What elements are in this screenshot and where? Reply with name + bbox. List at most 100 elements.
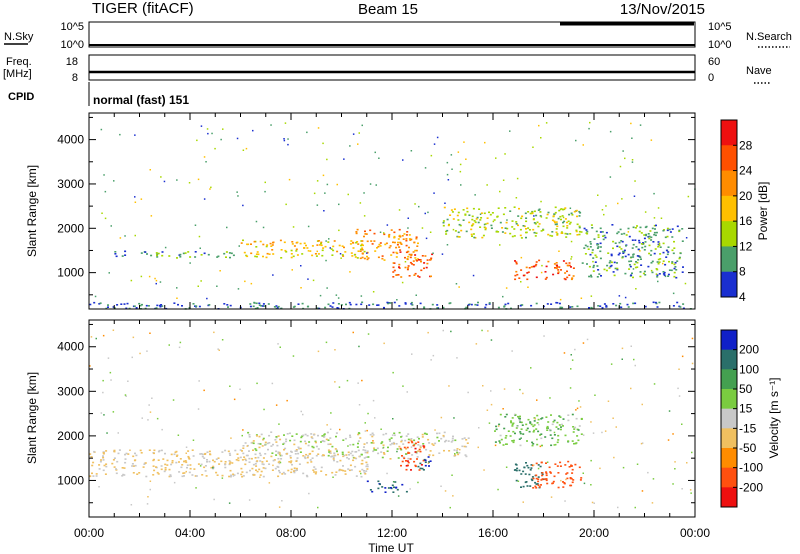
range-gate-cell <box>241 450 243 452</box>
range-gate-cell <box>260 470 263 473</box>
freq-tick-bottom: 8 <box>72 72 78 84</box>
freq-label-2: [MHz] <box>3 68 32 80</box>
range-gate-cell <box>451 211 454 213</box>
range-gate-cell <box>576 234 579 236</box>
range-gate-cell <box>673 267 676 270</box>
noise-tick-bottom: 10^0 <box>60 39 84 51</box>
range-gate-cell <box>515 197 518 199</box>
range-gate-cell <box>286 433 289 435</box>
range-gate-cell <box>571 214 574 216</box>
range-gate-cell <box>520 428 523 430</box>
range-gate-cell <box>405 238 408 240</box>
range-gate-cell <box>229 385 231 387</box>
range-gate-cell <box>121 475 124 477</box>
range-gate-cell <box>343 158 345 160</box>
range-gate-cell <box>341 451 344 454</box>
range-gate-cell <box>169 475 172 478</box>
range-gate-cell <box>647 471 649 474</box>
range-gate-cell <box>113 180 115 182</box>
range-gate-cell <box>366 451 369 454</box>
range-gate-cell <box>567 419 570 422</box>
range-gate-cell <box>528 267 531 269</box>
range-gate-cell <box>205 475 208 477</box>
range-gate-cell <box>445 439 448 442</box>
range-gate-cell <box>380 442 383 445</box>
range-gate-cell <box>632 243 635 246</box>
range-gate-cell <box>100 412 103 414</box>
range-gate-cell <box>352 331 354 334</box>
range-gate-cell <box>449 214 452 216</box>
range-gate-cell <box>564 272 567 274</box>
range-gate-cell <box>176 179 178 181</box>
range-gate-cell <box>194 475 197 477</box>
range-gate-cell <box>544 278 547 280</box>
range-gate-cell <box>370 240 373 242</box>
range-gate-cell <box>529 469 532 471</box>
range-gate-cell <box>654 301 657 304</box>
range-gate-cell <box>568 213 571 216</box>
range-gate-cell <box>636 266 639 268</box>
range-gate-cell <box>658 261 661 263</box>
range-gate-cell <box>679 306 682 308</box>
range-gate-cell <box>156 471 159 474</box>
range-gate-cell <box>117 452 120 455</box>
y-tick-label: 1000 <box>57 473 84 487</box>
range-gate-cell <box>658 301 661 304</box>
range-gate-cell <box>261 305 264 307</box>
range-gate-cell <box>262 467 265 469</box>
range-gate-cell <box>356 241 359 243</box>
range-gate-cell <box>605 269 608 272</box>
range-gate-cell <box>594 261 597 263</box>
range-gate-cell <box>601 307 604 309</box>
range-gate-cell <box>283 241 286 244</box>
range-gate-cell <box>206 451 209 453</box>
range-gate-cell <box>669 231 672 233</box>
range-gate-cell <box>556 225 559 228</box>
range-gate-cell <box>363 443 366 445</box>
range-gate-cell <box>519 415 521 418</box>
range-gate-cell <box>448 450 451 452</box>
range-gate-cell <box>91 472 93 475</box>
range-gate-cell <box>209 188 211 190</box>
colorbar-segment <box>721 389 737 410</box>
range-gate-cell <box>252 463 255 466</box>
range-gate-cell <box>666 235 669 238</box>
range-gate-cell <box>603 303 606 305</box>
range-gate-cell <box>191 474 194 476</box>
range-gate-cell <box>549 234 552 237</box>
range-gate-cell <box>567 460 570 463</box>
range-gate-cell <box>556 441 559 444</box>
range-gate-cell <box>522 392 524 395</box>
range-gate-cell <box>94 295 97 298</box>
range-gate-cell <box>277 461 280 464</box>
range-gate-cell <box>315 471 318 473</box>
range-gate-cell <box>411 263 414 265</box>
range-gate-cell <box>527 227 530 229</box>
x-tick-label: 20:00 <box>579 526 609 540</box>
range-gate-cell <box>472 233 475 235</box>
range-gate-cell <box>106 432 108 434</box>
range-gate-cell <box>537 464 540 466</box>
range-gate-cell <box>509 435 512 437</box>
range-gate-cell <box>124 394 127 396</box>
range-gate-cell <box>681 423 683 425</box>
range-gate-cell <box>600 275 602 277</box>
range-gate-cell <box>262 303 265 305</box>
range-gate-cell <box>472 274 475 277</box>
range-gate-cell <box>206 459 208 461</box>
colorbar-tick-label: -50 <box>739 441 757 455</box>
range-gate-cell <box>451 439 454 442</box>
range-gate-cell <box>687 195 690 198</box>
range-gate-cell <box>676 225 679 228</box>
range-gate-cell <box>520 281 522 283</box>
colorbar-segment <box>721 487 737 508</box>
range-gate-cell <box>597 236 600 238</box>
range-gate-cell <box>304 442 307 445</box>
range-gate-cell <box>188 471 191 474</box>
range-gate-cell <box>381 486 384 488</box>
range-gate-cell <box>345 454 348 456</box>
range-gate-cell <box>556 465 559 467</box>
range-gate-cell <box>389 487 392 489</box>
range-gate-cell <box>224 466 227 469</box>
